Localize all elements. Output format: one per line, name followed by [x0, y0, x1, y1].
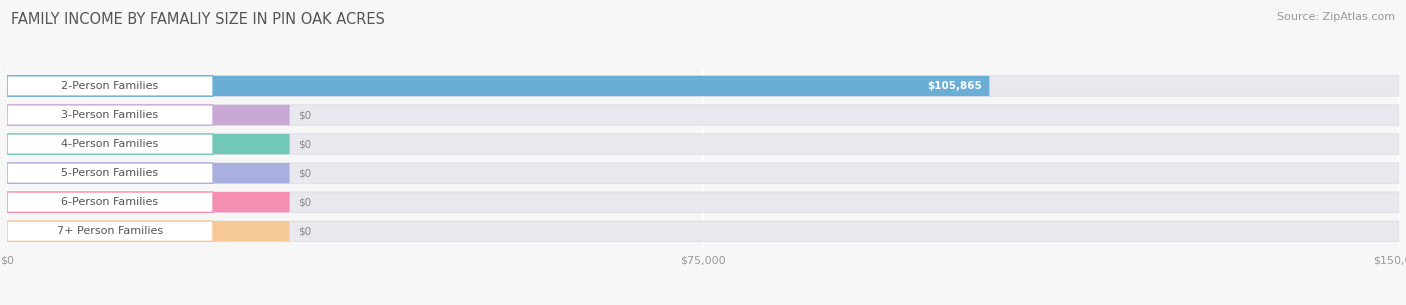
- FancyBboxPatch shape: [7, 221, 1399, 241]
- Text: $0: $0: [298, 197, 311, 207]
- Text: 5-Person Families: 5-Person Families: [62, 168, 159, 178]
- FancyBboxPatch shape: [7, 134, 214, 154]
- FancyBboxPatch shape: [7, 221, 290, 241]
- FancyBboxPatch shape: [7, 192, 290, 212]
- FancyBboxPatch shape: [7, 192, 214, 212]
- FancyBboxPatch shape: [7, 221, 214, 241]
- Text: 4-Person Families: 4-Person Families: [62, 139, 159, 149]
- FancyBboxPatch shape: [7, 192, 1399, 212]
- FancyBboxPatch shape: [7, 134, 290, 154]
- Text: 2-Person Families: 2-Person Families: [62, 81, 159, 91]
- Text: $0: $0: [298, 168, 311, 178]
- Text: 7+ Person Families: 7+ Person Families: [58, 226, 163, 236]
- FancyBboxPatch shape: [7, 105, 1399, 125]
- Text: $0: $0: [298, 110, 311, 120]
- FancyBboxPatch shape: [7, 163, 1399, 183]
- FancyBboxPatch shape: [7, 105, 290, 125]
- FancyBboxPatch shape: [7, 105, 214, 125]
- FancyBboxPatch shape: [7, 163, 214, 183]
- FancyBboxPatch shape: [7, 76, 214, 96]
- Text: Source: ZipAtlas.com: Source: ZipAtlas.com: [1277, 12, 1395, 22]
- Text: FAMILY INCOME BY FAMALIY SIZE IN PIN OAK ACRES: FAMILY INCOME BY FAMALIY SIZE IN PIN OAK…: [11, 12, 385, 27]
- Text: $0: $0: [298, 139, 311, 149]
- Text: 3-Person Families: 3-Person Families: [62, 110, 159, 120]
- FancyBboxPatch shape: [7, 163, 290, 183]
- FancyBboxPatch shape: [7, 134, 1399, 154]
- Text: 6-Person Families: 6-Person Families: [62, 197, 159, 207]
- Text: $0: $0: [298, 226, 311, 236]
- FancyBboxPatch shape: [7, 76, 990, 96]
- FancyBboxPatch shape: [7, 76, 1399, 96]
- Text: $105,865: $105,865: [928, 81, 983, 91]
